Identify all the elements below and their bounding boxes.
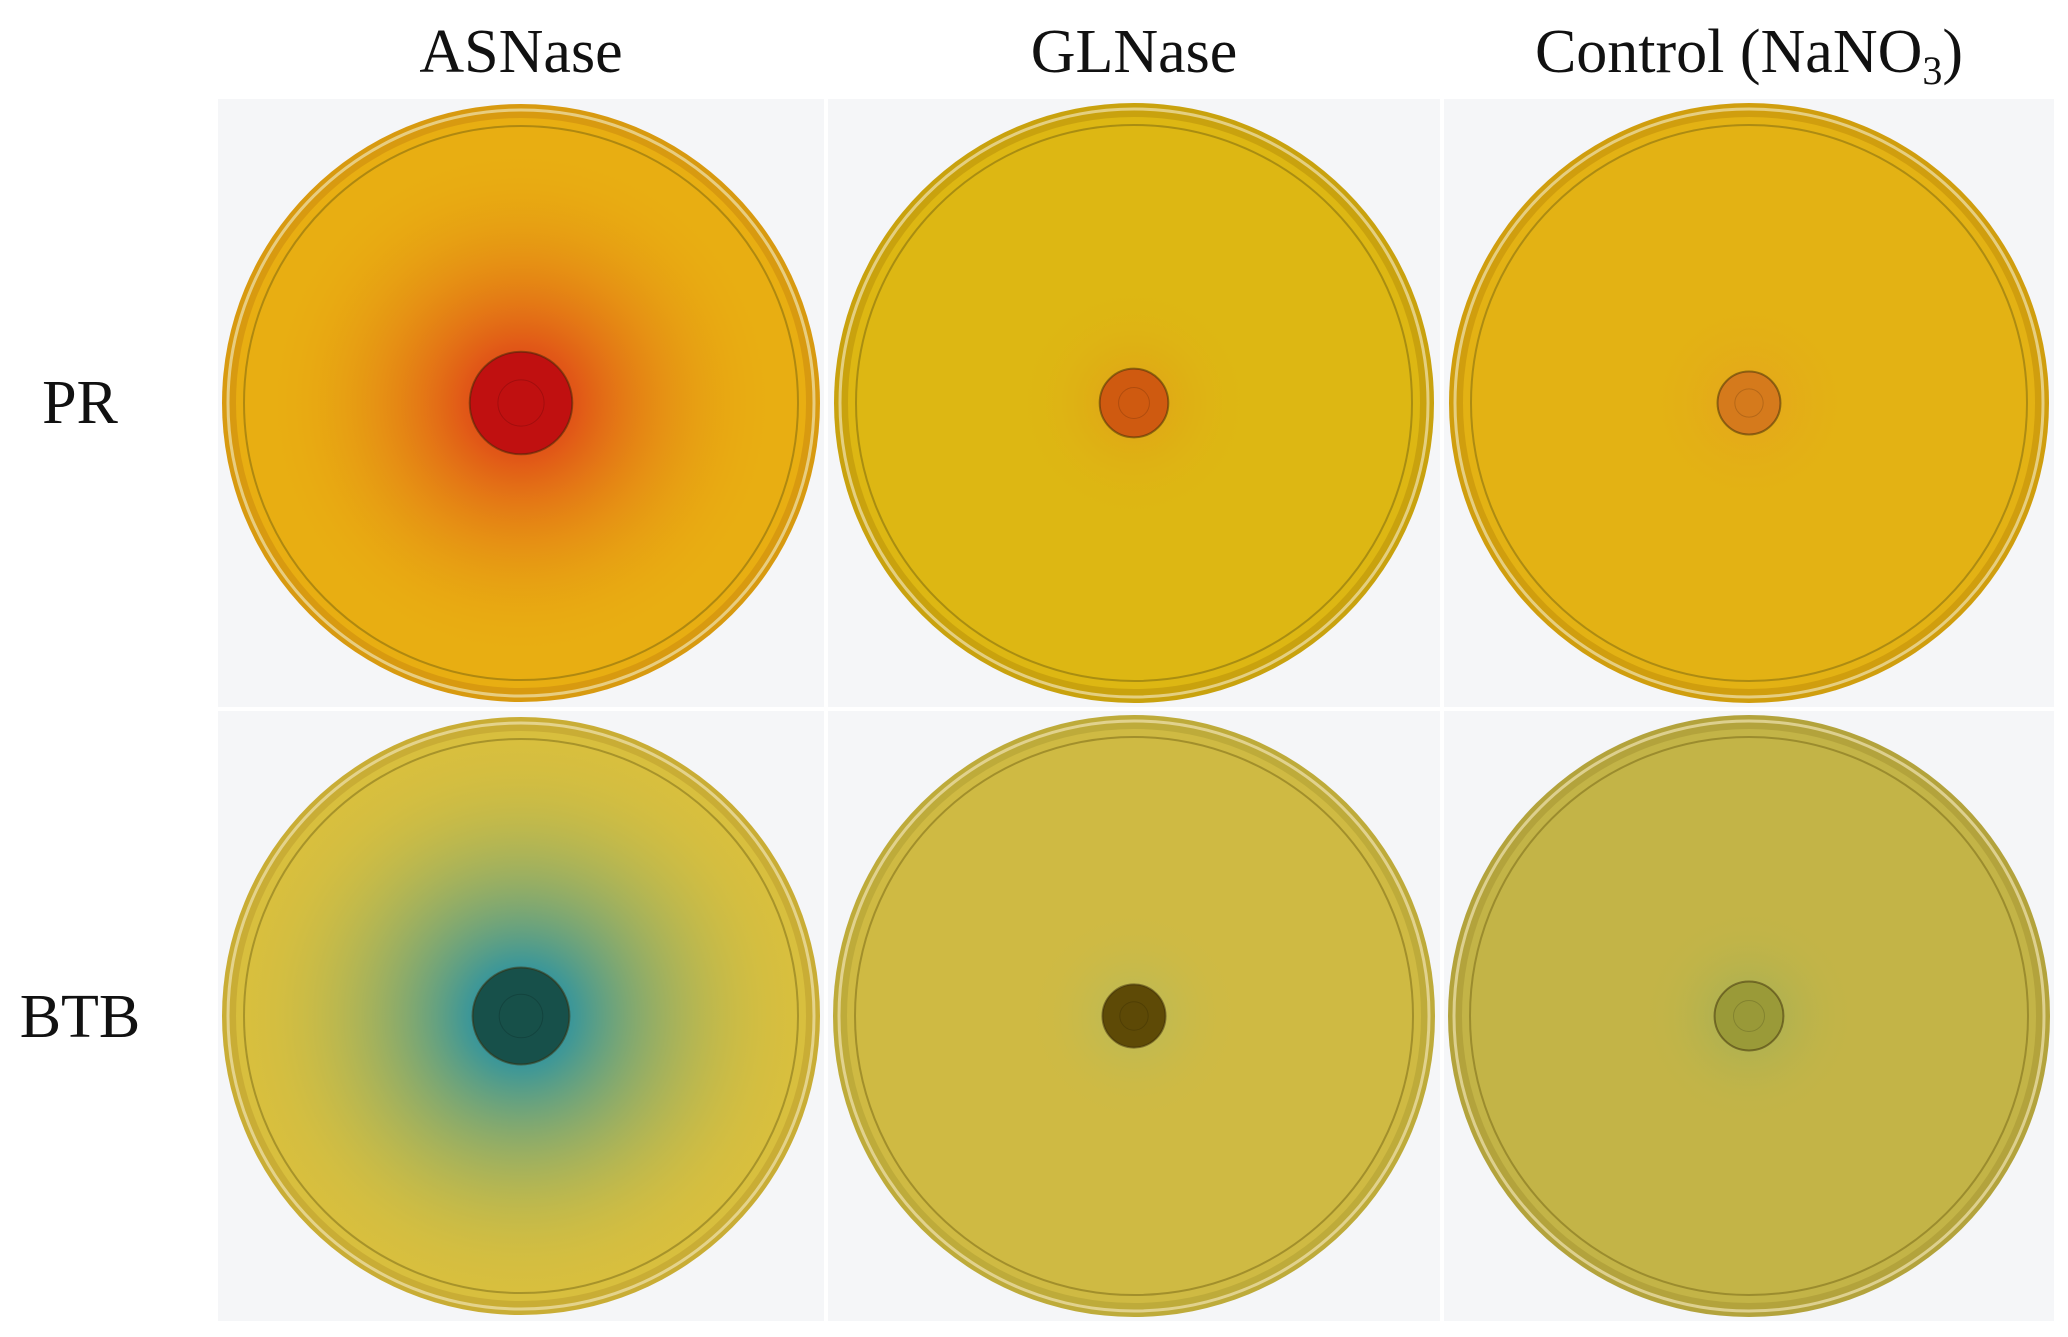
control-label-subscript: 3 <box>1922 48 1943 93</box>
plate-btb-control <box>1444 711 2054 1321</box>
dish-rim-highlight <box>1452 719 2046 1313</box>
dish-rim-highlight <box>837 719 1431 1313</box>
column-header-control: Control (NaNO3) <box>1444 12 2054 92</box>
colony-core <box>1734 388 1764 418</box>
dish-rim-highlight <box>226 108 816 698</box>
lid-ring <box>1470 124 2028 682</box>
colony-core <box>1118 387 1150 419</box>
column-header-asnase: ASNase <box>419 18 623 86</box>
control-label-main: Control (NaNO <box>1534 18 1923 86</box>
plate-grid <box>218 99 2054 1321</box>
column-header-glnase: GLNase <box>1030 18 1238 86</box>
colony-core <box>1119 1001 1149 1031</box>
dish-rim-highlight <box>838 107 1430 699</box>
colony-core <box>498 993 544 1039</box>
plate-btb-glnase <box>828 711 1440 1321</box>
colony-core <box>497 379 545 427</box>
row-label-btb: BTB <box>19 983 141 1051</box>
dish-rim-highlight <box>226 721 816 1311</box>
lid-ring <box>855 124 1413 682</box>
lid-ring <box>243 125 799 681</box>
dish-rim-highlight <box>1453 107 2045 699</box>
lid-ring <box>1469 736 2029 1296</box>
plate-btb-asnase <box>218 711 824 1321</box>
control-label-end: ) <box>1942 18 1964 86</box>
lid-ring <box>854 736 1414 1296</box>
plate-pr-asnase <box>218 99 824 707</box>
plate-pr-control <box>1444 99 2054 707</box>
row-label-pr: PR <box>42 369 118 437</box>
plate-pr-glnase <box>828 99 1440 707</box>
colony-core <box>1733 1000 1765 1032</box>
